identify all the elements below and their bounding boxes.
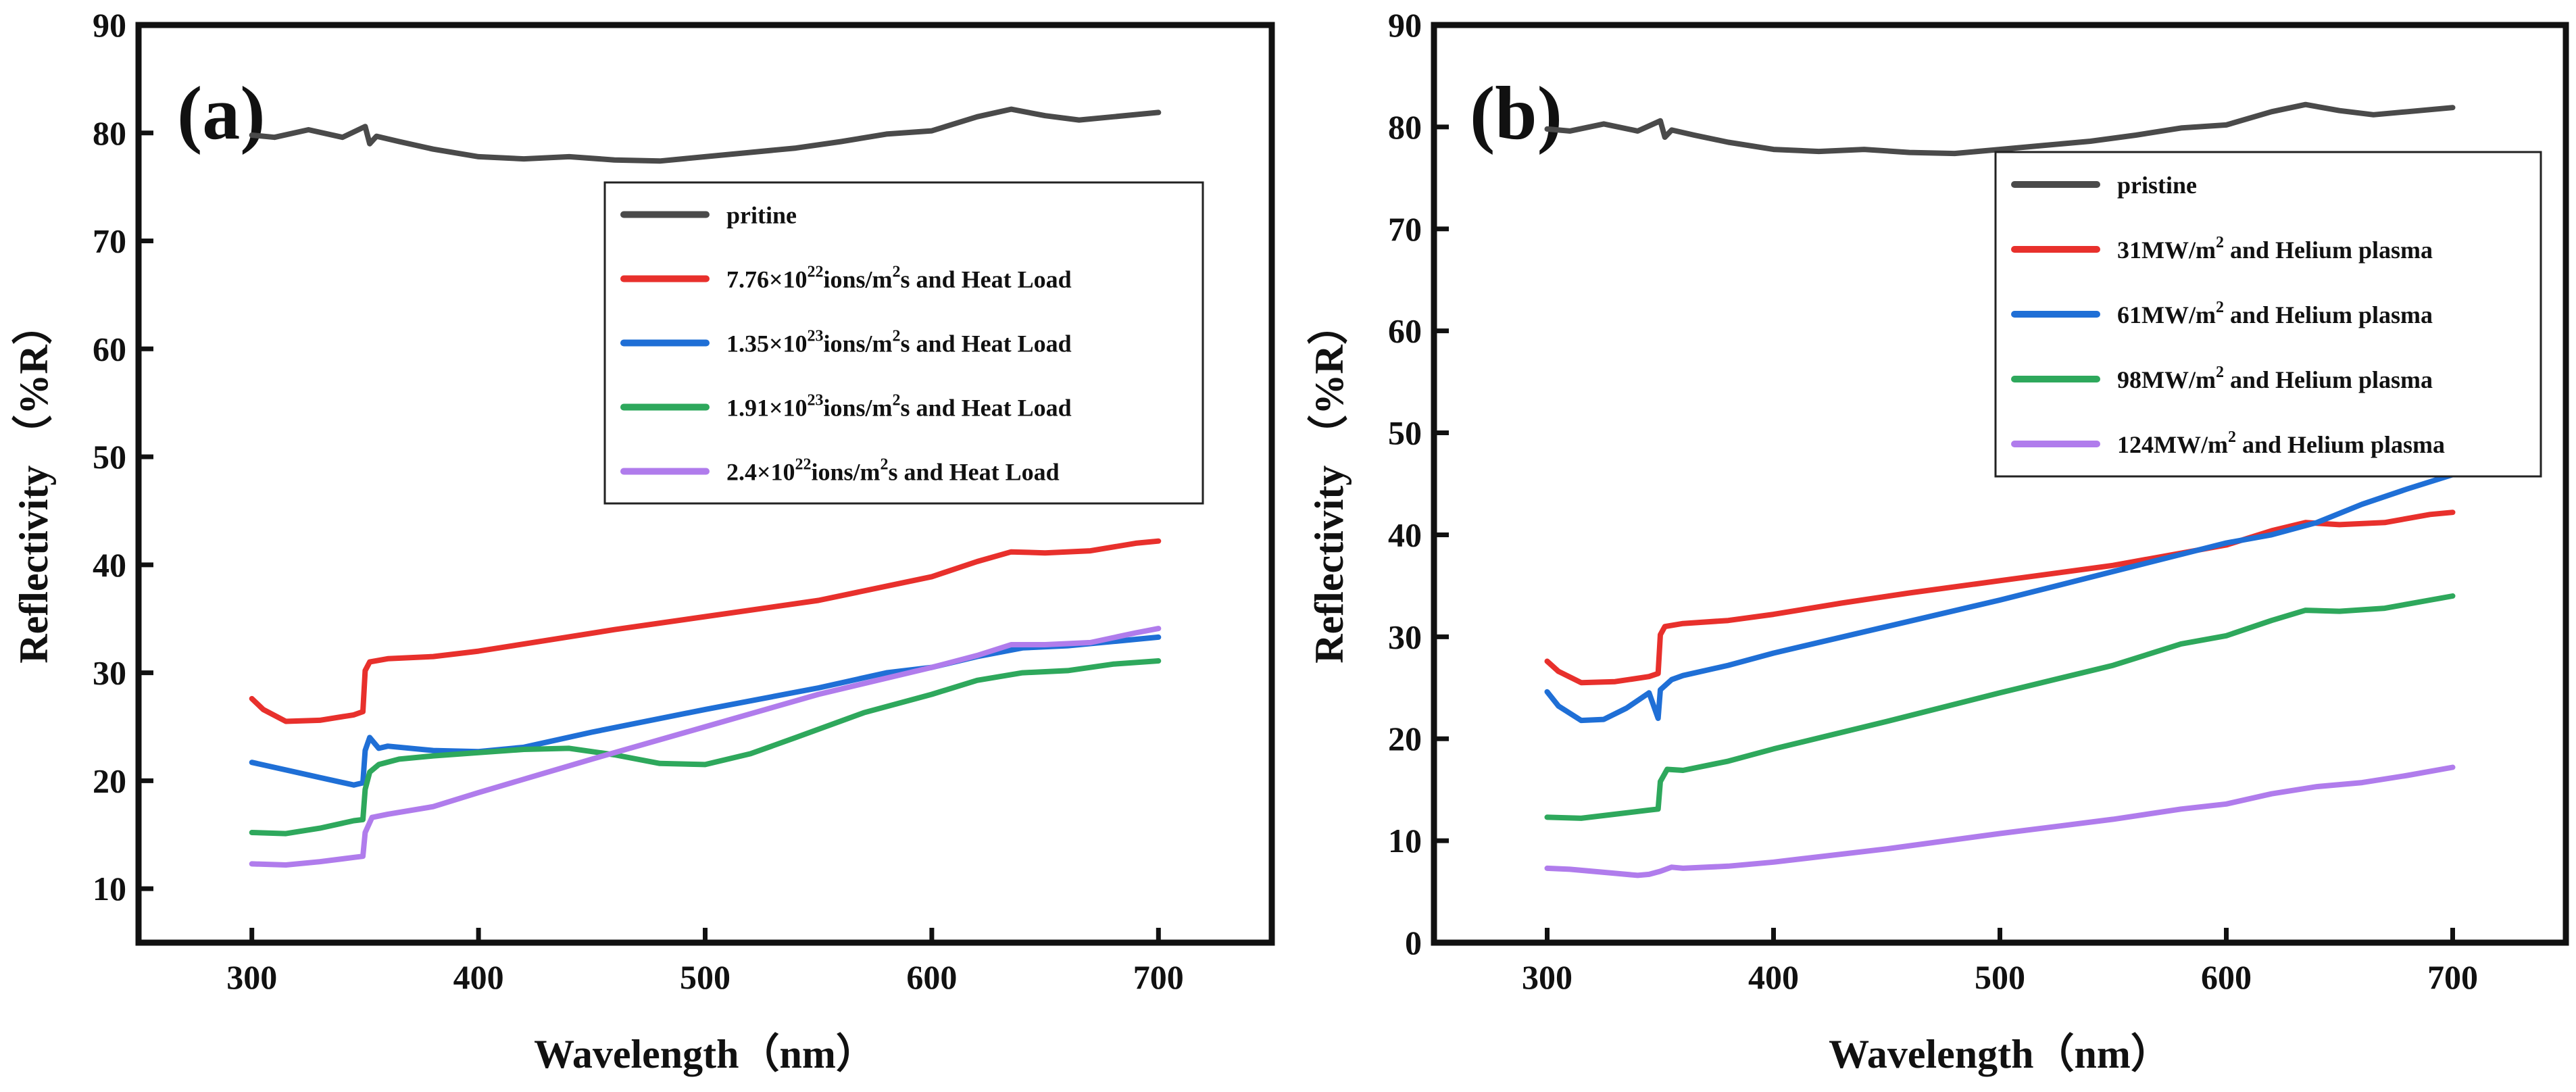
panel-a-series-line-3 — [249, 658, 1162, 837]
panel-a-series-line-4 — [249, 626, 1162, 868]
panel-a-series-line-1 — [249, 538, 1162, 724]
panel-a-legend-text-post: s and Heat Load — [901, 266, 1072, 293]
panel-b-x-tick-label: 500 — [1975, 958, 2025, 996]
panel-b-y-tick-label: 90 — [1388, 6, 1422, 44]
panel-a-legend-text-pre: 7.76×10 — [726, 266, 808, 293]
panel-b-legend-text-sup: 2 — [2216, 364, 2224, 381]
panel-a-x-tick-label: 400 — [453, 958, 504, 996]
panel-b-y-tick-label: 70 — [1388, 210, 1422, 248]
panel-b-legend-text-pre: 124MW/m — [2117, 431, 2228, 458]
panel-a-y-tick-label: 80 — [93, 114, 126, 152]
panel-a-x-tick-label: 300 — [226, 958, 277, 996]
panel-b-chart: 300 400 500 600 700 0 10 20 30 40 50 60 70 80 90 Wavele… — [1306, 6, 2569, 1076]
panel-a-y-tick-label: 90 — [93, 6, 126, 44]
panel-a-y-tick-label: 40 — [93, 546, 126, 584]
panel-a-legend-text-sup2: 2 — [893, 392, 901, 410]
panel-b-y-tick-label: 40 — [1388, 516, 1422, 553]
panel-b-legend-text-sup: 2 — [2216, 234, 2224, 251]
panel-a-y-tick-label: 60 — [93, 330, 126, 368]
panel-b-label: (b) — [1470, 72, 1562, 155]
panel-b-y-tick-label: 0 — [1405, 924, 1422, 962]
panel-a-label: (a) — [177, 72, 266, 155]
panel-a-legend-text-post: s and Heat Load — [901, 395, 1072, 422]
panel-b-legend-text-post: and Helium plasma — [2236, 431, 2445, 458]
panel-a-y-tick-label: 20 — [93, 762, 126, 799]
panel-b-legend-text-pre: 98MW/m — [2117, 366, 2216, 393]
panel-b-legend-text-post: and Helium plasma — [2224, 366, 2433, 393]
panel-a-legend-text-post: s and Heat Load — [889, 459, 1060, 486]
panel-b-y-tick-label: 10 — [1388, 822, 1422, 860]
panel-b-legend-entry: 31MW/m2 and Helium plasma — [2117, 234, 2433, 264]
panel-a-legend-text-pre: 1.35×10 — [726, 330, 808, 357]
panel-a-x-axis-title: Wavelength（nm） — [534, 1031, 876, 1076]
panel-a-legend-text-pre: 1.91×10 — [726, 395, 808, 422]
panel-b-legend-text-pre: pristine — [2117, 172, 2197, 199]
panel-b-legend-entry: 98MW/m2 and Helium plasma — [2117, 364, 2433, 393]
panel-a-legend-text-sup: 23 — [808, 392, 824, 410]
panel-a-legend-entry: 1.91×1023ions/m2s and Heat Load — [726, 392, 1072, 422]
panel-b-x-tick-label: 300 — [1522, 958, 1572, 996]
panel-a-legend-text-pre: 2.4×10 — [726, 459, 795, 486]
panel-a-legend-text-pre: pritine — [726, 202, 797, 229]
panel-a-x-tick-label: 600 — [906, 958, 957, 996]
panel-b-y-tick-label: 60 — [1388, 312, 1422, 350]
panel-b-legend-entry: 124MW/m2 and Helium plasma — [2117, 428, 2445, 458]
panel-a-y-tick-label: 30 — [93, 654, 126, 692]
panel-a-legend-text-sup: 22 — [808, 264, 824, 281]
panel-a-legend-text-mid: ions/m — [824, 330, 893, 357]
panel-b-x-tick-label: 700 — [2427, 958, 2478, 996]
panel-b-series-line-4 — [1544, 764, 2456, 878]
panel-b-legend-entry: pristine — [2117, 172, 2197, 199]
panel-a-x-tick-label: 700 — [1133, 958, 1184, 996]
panel-a-legend-entry: pritine — [726, 202, 797, 229]
panel-b-legend-text-pre: 31MW/m — [2117, 237, 2216, 264]
panel-b-legend-text-sup: 2 — [2216, 299, 2224, 316]
panel-a-legend-text-sup2: 2 — [893, 328, 901, 345]
panel-a-legend-text-mid: ions/m — [812, 459, 881, 486]
panel-b-legend-text-post: and Helium plasma — [2224, 301, 2433, 328]
panel-a-legend-text-mid: ions/m — [824, 266, 893, 293]
panel-b-y-tick-label: 30 — [1388, 618, 1422, 655]
panel-a-series-line-0 — [249, 106, 1162, 164]
panel-a-y-tick-label: 10 — [93, 870, 126, 908]
panel-a-legend-entry: 7.76×1022ions/m2s and Heat Load — [726, 264, 1072, 293]
panel-a-legend-text-mid: ions/m — [824, 395, 893, 422]
panel-b-series-line-0 — [1544, 101, 2456, 157]
panel-a-chart: 300 400 500 600 700 10 20 30 40 50 60 70 80 90 Wavelen… — [11, 6, 1275, 1076]
panel-a-legend-text-sup2: 2 — [881, 456, 889, 474]
panel-a-y-tick-label: 50 — [93, 438, 126, 476]
panel-b-series-line-2 — [1544, 472, 2456, 724]
panel-b-series-line-3 — [1544, 593, 2456, 821]
panel-b-legend-text-pre: 61MW/m — [2117, 301, 2216, 328]
panel-a-legend-text-post: s and Heat Load — [901, 330, 1072, 357]
panel-b-x-axis-title: Wavelength（nm） — [1829, 1031, 2171, 1076]
panel-b-y-axis-title: Reflectivity （%R） — [1306, 304, 1352, 664]
panel-a-legend-text-sup: 22 — [795, 456, 812, 474]
panel-b-legend-text-post: and Helium plasma — [2224, 237, 2433, 264]
panel-b-series-line-1 — [1544, 510, 2456, 686]
panel-a-legend-entry: 2.4×1022ions/m2s and Heat Load — [726, 456, 1060, 486]
panel-a-y-axis-title: Reflectivity （%R） — [11, 304, 56, 664]
panel-b-x-tick-label: 400 — [1748, 958, 1799, 996]
panel-a-legend-entry: 1.35×1023ions/m2s and Heat Load — [726, 328, 1072, 357]
panel-b-y-tick-label: 50 — [1388, 414, 1422, 452]
panel-b-y-tick-label: 80 — [1388, 108, 1422, 146]
panel-a-legend-text-sup2: 2 — [893, 264, 901, 281]
panel-b-legend-text-sup: 2 — [2228, 428, 2236, 446]
panel-b-y-tick-label: 20 — [1388, 720, 1422, 758]
panel-a-legend-text-sup: 23 — [808, 328, 824, 345]
panel-a-y-tick-label: 70 — [93, 222, 126, 260]
panel-b-legend-entry: 61MW/m2 and Helium plasma — [2117, 299, 2433, 328]
panel-b-x-tick-label: 600 — [2201, 958, 2252, 996]
panel-a-x-tick-label: 500 — [680, 958, 730, 996]
